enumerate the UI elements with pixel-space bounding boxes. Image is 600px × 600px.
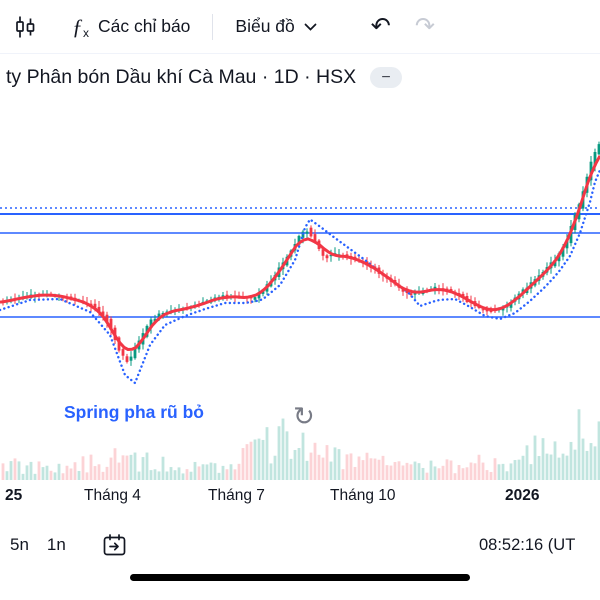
chart-menu-button[interactable]: Biểu đồ — [235, 16, 317, 37]
go-to-date-button[interactable] — [102, 533, 127, 557]
chevron-down-icon — [304, 23, 317, 31]
minus-icon: − — [381, 68, 391, 86]
undo-icon: ↶ — [370, 13, 391, 40]
bottom-toolbar: 5n 1n 08:52:16 (UT — [0, 522, 600, 568]
symbol-legend-row: ty Phân bón Dầu khí Cà Mau · 1D · HSX − — [6, 66, 403, 89]
x-axis-label: 25 — [5, 487, 23, 504]
symbol-title[interactable]: ty Phân bón Dầu khí Cà Mau · 1D · HSX — [6, 66, 357, 88]
refresh-icon[interactable]: ↻ — [293, 401, 315, 431]
candlestick-icon — [16, 16, 35, 37]
timeframe-buttons: 5n 1n — [10, 535, 66, 555]
x-axis-label: 2026 — [505, 487, 540, 504]
timeframe-button-5n[interactable]: 5n — [10, 535, 29, 554]
x-axis-label: Tháng 7 — [208, 487, 265, 504]
redo-icon: ↷ — [414, 13, 435, 40]
chart-menu-label: Biểu đồ — [235, 16, 295, 36]
home-indicator[interactable] — [130, 574, 470, 581]
x-axis-label: Tháng 4 — [84, 487, 141, 504]
toolbar-divider — [212, 13, 214, 40]
price-chart[interactable] — [0, 95, 600, 480]
chart-annotation: Spring pha rũ bỏ — [64, 402, 204, 422]
collapse-legend-button[interactable]: − — [370, 67, 403, 88]
timeframe-button-1n[interactable]: 1n — [46, 535, 66, 554]
x-axis: 25 Tháng 4 Tháng 7 Tháng 10 2026 — [0, 487, 600, 507]
calendar-icon — [103, 534, 126, 556]
chart-type-button[interactable] — [12, 14, 38, 40]
undo-button[interactable]: ↶ — [371, 12, 391, 41]
redo-button[interactable]: ↷ — [415, 12, 435, 41]
x-axis-label: Tháng 10 — [330, 487, 396, 504]
clock-label: 08:52:16 (UT — [479, 535, 576, 554]
indicators-label: Các chỉ báo — [98, 16, 191, 36]
